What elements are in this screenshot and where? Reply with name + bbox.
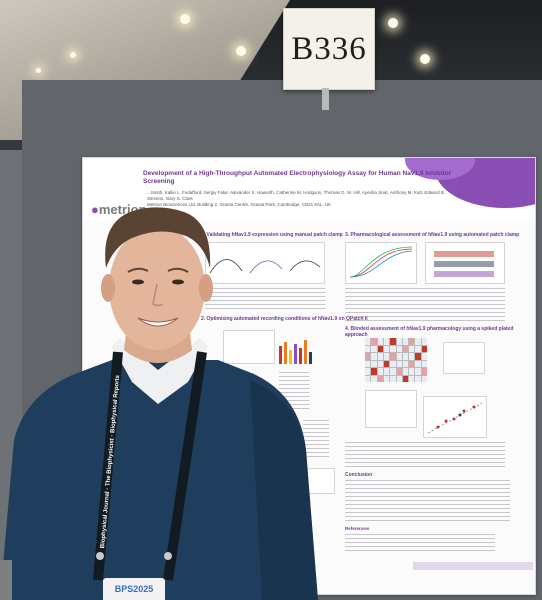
poster-authors: ...Smith, Kallie L. Fodafford, Sergiy Fa…: [147, 190, 446, 207]
lanyard-right: [163, 351, 207, 581]
eye-left: [132, 279, 144, 285]
ceiling-light: [70, 52, 76, 58]
poster-title: Development of a High-Throughput Automat…: [143, 170, 452, 186]
bar-plot: [279, 338, 312, 364]
booth-sign: B336: [283, 8, 375, 90]
section-heading: Conclusion: [345, 472, 373, 478]
sign-post: [322, 88, 329, 110]
ear-right: [199, 274, 213, 302]
trace-plot: [209, 259, 321, 274]
ceiling-light: [36, 68, 41, 73]
eyebrow-left: [127, 267, 149, 273]
body-text: [303, 420, 329, 460]
poster-decoration: [405, 158, 475, 180]
lanyard-clip: [96, 552, 104, 560]
section-heading: 1. Validating hNav1.9 expression using m…: [201, 232, 343, 238]
body-text: [345, 288, 505, 322]
plate-heatmap: [365, 338, 427, 382]
section-heading: 2. Optimising automated recording condit…: [201, 316, 368, 322]
lanyard-left: [93, 351, 123, 581]
correlation-points: [427, 402, 483, 434]
eyebrow-right: [167, 267, 189, 273]
figure-panel: [365, 390, 417, 428]
sweater-shadow: [250, 380, 318, 600]
conclusion-text: [345, 480, 510, 522]
figure-panel: [443, 342, 485, 374]
eye-right: [172, 279, 184, 285]
section-heading: 4. Blinded assessment of hNav1.9 pharmac…: [345, 326, 514, 338]
references-text: [345, 534, 495, 552]
figure-panel: [205, 242, 325, 284]
booth-number: B336: [291, 30, 367, 67]
dose-response-curves: [349, 246, 413, 278]
ceiling-light: [420, 54, 430, 64]
lanyard-clip: [164, 552, 172, 560]
body-text: [205, 288, 325, 310]
ear-left: [101, 274, 115, 302]
figure-panel: [223, 330, 275, 364]
correlation-plot: [423, 396, 487, 438]
dose-response-plot: [345, 242, 417, 284]
booth-table-edge: [0, 560, 12, 600]
scatter-plot: [425, 242, 505, 284]
sweater: [0, 360, 318, 600]
name-badge: BPS2025: [103, 578, 165, 600]
section-heading: References: [345, 526, 370, 531]
poster-footer: [413, 562, 533, 570]
ceiling-light: [180, 14, 190, 24]
nose: [152, 283, 164, 307]
face: [109, 226, 205, 350]
scatter-points: [434, 251, 494, 277]
ceiling-light: [236, 46, 246, 56]
smile: [137, 317, 179, 327]
ceiling-light: [388, 18, 398, 28]
section-heading: 3. Pharmacological assessment of hNav1.9…: [345, 232, 520, 238]
hair: [105, 207, 211, 268]
body-text: [345, 442, 505, 470]
badge-label: BPS2025: [114, 584, 154, 594]
